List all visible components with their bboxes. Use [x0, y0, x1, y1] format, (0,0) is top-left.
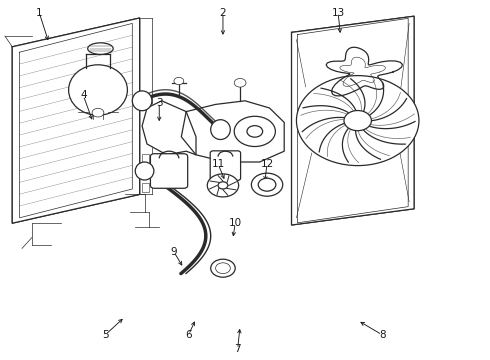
Bar	[142, 168, 149, 177]
Bar	[142, 183, 149, 192]
Ellipse shape	[69, 65, 127, 115]
Circle shape	[247, 126, 263, 137]
Text: 2: 2	[220, 8, 226, 18]
Circle shape	[234, 78, 246, 87]
Polygon shape	[292, 16, 414, 225]
Text: 13: 13	[331, 8, 345, 18]
Circle shape	[258, 178, 276, 191]
Polygon shape	[12, 18, 140, 223]
Text: 8: 8	[379, 330, 386, 340]
Text: 1: 1	[36, 8, 43, 18]
Ellipse shape	[211, 120, 230, 139]
Text: 11: 11	[211, 159, 225, 169]
Text: 10: 10	[229, 218, 242, 228]
Circle shape	[207, 174, 239, 197]
Text: 5: 5	[102, 330, 109, 340]
Circle shape	[296, 76, 419, 166]
Bar	[142, 154, 149, 163]
Circle shape	[216, 263, 230, 274]
FancyBboxPatch shape	[210, 151, 241, 180]
Circle shape	[251, 173, 283, 196]
Text: 12: 12	[260, 159, 274, 169]
Text: 4: 4	[80, 90, 87, 100]
Circle shape	[218, 182, 228, 189]
Polygon shape	[142, 101, 196, 155]
Ellipse shape	[88, 43, 113, 54]
FancyBboxPatch shape	[150, 154, 188, 188]
Circle shape	[344, 111, 371, 131]
Text: 9: 9	[171, 247, 177, 257]
Circle shape	[211, 259, 235, 277]
Circle shape	[234, 116, 275, 147]
Text: 3: 3	[156, 98, 163, 108]
Ellipse shape	[135, 162, 154, 180]
Polygon shape	[326, 47, 402, 96]
Circle shape	[92, 108, 104, 117]
Ellipse shape	[132, 91, 152, 111]
Polygon shape	[181, 101, 284, 162]
Text: 6: 6	[185, 330, 192, 340]
Text: 7: 7	[234, 344, 241, 354]
Circle shape	[174, 77, 184, 85]
